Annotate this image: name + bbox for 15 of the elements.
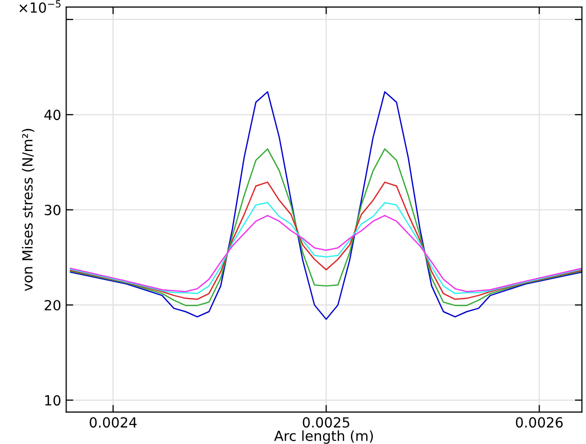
line-series bbox=[70, 214, 582, 292]
line-series bbox=[70, 202, 582, 294]
y-axis-title: von Mises stress (N/m²) bbox=[22, 128, 34, 292]
y-tick-label: 40 bbox=[44, 110, 60, 120]
x-tick-label: 0.0026 bbox=[516, 417, 563, 428]
x-tick-label: 0.0025 bbox=[302, 417, 350, 428]
y-tick-label: 10 bbox=[45, 395, 60, 406]
y-tick-label: 30 bbox=[44, 204, 60, 216]
x-axis-title: Arc length (m) bbox=[274, 430, 373, 444]
line-series bbox=[70, 91, 582, 320]
text: ×10$^{−5}$ bbox=[19, 0, 61, 13]
line-series bbox=[70, 148, 582, 306]
x-tick-label: 0.0024 bbox=[90, 417, 137, 428]
line-series bbox=[70, 182, 582, 300]
y-tick-label: 20 bbox=[44, 300, 60, 310]
